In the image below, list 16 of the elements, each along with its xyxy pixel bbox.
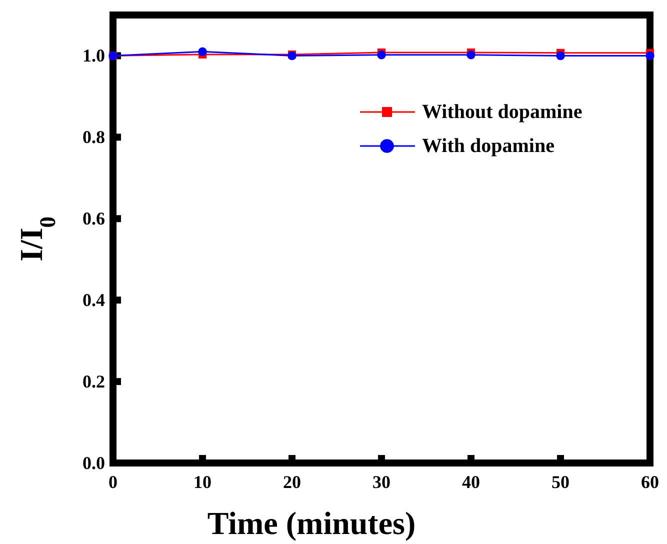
legend-label: With dopamine bbox=[422, 135, 555, 157]
y-tick-label: 0.2 bbox=[82, 371, 105, 392]
y-tick-label: 1.0 bbox=[82, 45, 105, 66]
x-tick-label: 40 bbox=[462, 472, 480, 492]
y-tick-label: 0.6 bbox=[82, 208, 105, 228]
x-axis-title: Time (minutes) bbox=[207, 505, 416, 541]
x-tick-label: 30 bbox=[372, 472, 390, 492]
x-tick-label: 0 bbox=[108, 472, 118, 492]
y-tick-label: 0.8 bbox=[82, 126, 105, 147]
x-tick-label: 20 bbox=[283, 472, 301, 492]
y-tick-label: 0.4 bbox=[82, 290, 105, 310]
x-tick-label: 60 bbox=[641, 472, 659, 492]
x-tick-label: 50 bbox=[552, 472, 570, 492]
x-tick-label: 10 bbox=[194, 472, 212, 492]
legend-label: Without dopamine bbox=[422, 101, 582, 123]
y-tick-label: 0.0 bbox=[82, 452, 105, 473]
